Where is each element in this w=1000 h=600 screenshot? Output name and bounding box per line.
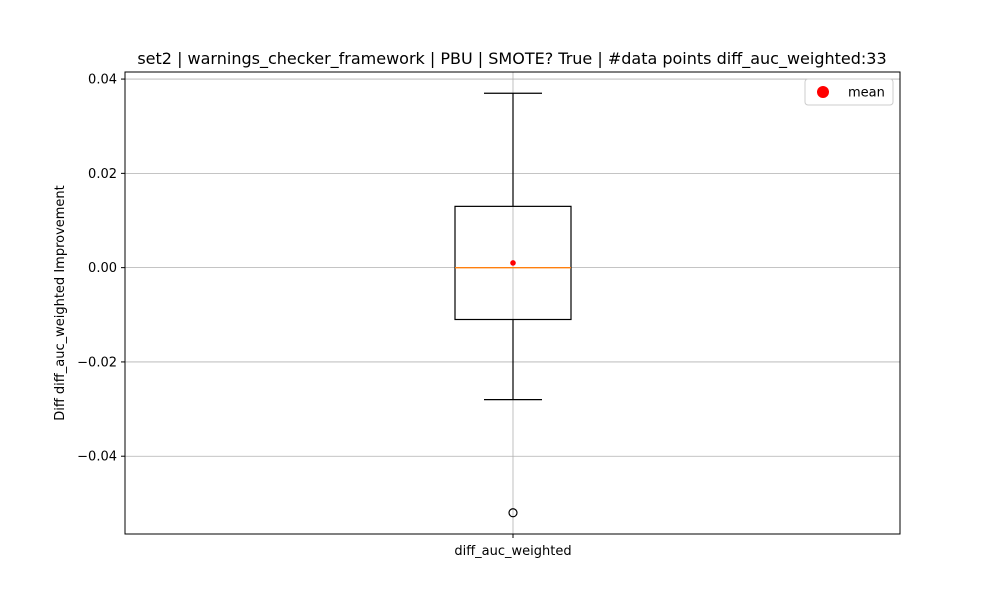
y-axis-label: Diff diff_auc_weighted Improvement (53, 185, 68, 421)
chart-title: set2 | warnings_checker_framework | PBU … (137, 49, 886, 69)
outliers (508, 508, 518, 518)
legend-mean-label: mean (848, 86, 885, 101)
mean-marker (510, 260, 516, 266)
y-tick-label: −0.02 (77, 355, 117, 370)
y-tick-label: 0.00 (88, 261, 117, 276)
y-tick-label: 0.02 (88, 167, 117, 182)
legend: mean (804, 78, 894, 106)
y-tick-label: 0.04 (88, 73, 117, 88)
x-tick-label: diff_auc_weighted (454, 544, 571, 559)
legend-mean-marker (817, 86, 829, 98)
legend-frame (804, 78, 894, 106)
outlier-point (508, 508, 518, 518)
y-tick-label: −0.04 (77, 450, 117, 465)
iqr-box (454, 205, 572, 321)
y-axis-ticks: −0.04 −0.02 0.00 0.02 0.04 (77, 73, 125, 465)
box-plot (454, 92, 572, 518)
